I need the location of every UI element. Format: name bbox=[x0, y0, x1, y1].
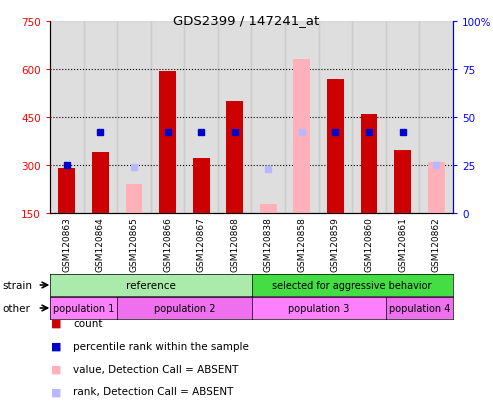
Text: count: count bbox=[73, 318, 103, 328]
Bar bbox=[117, 22, 151, 214]
Text: percentile rank within the sample: percentile rank within the sample bbox=[73, 341, 249, 351]
Bar bbox=[92, 152, 109, 214]
Bar bbox=[293, 60, 310, 214]
Bar bbox=[327, 79, 344, 214]
Bar bbox=[184, 22, 218, 214]
Text: other: other bbox=[2, 303, 31, 313]
Text: population 4: population 4 bbox=[388, 303, 450, 313]
Bar bbox=[218, 22, 251, 214]
Text: population 1: population 1 bbox=[53, 303, 114, 313]
Bar bbox=[251, 22, 285, 214]
Text: population 3: population 3 bbox=[288, 303, 350, 313]
Bar bbox=[84, 22, 117, 214]
Bar bbox=[193, 159, 210, 214]
Text: GDS2399 / 147241_at: GDS2399 / 147241_at bbox=[174, 14, 319, 27]
Text: rank, Detection Call = ABSENT: rank, Detection Call = ABSENT bbox=[73, 387, 233, 396]
Text: reference: reference bbox=[126, 280, 176, 290]
Text: selected for aggressive behavior: selected for aggressive behavior bbox=[273, 280, 432, 290]
Bar bbox=[126, 185, 142, 214]
Text: strain: strain bbox=[2, 280, 33, 290]
Text: ■: ■ bbox=[51, 364, 62, 374]
Bar bbox=[58, 168, 75, 214]
Bar bbox=[428, 162, 445, 214]
Bar bbox=[386, 22, 420, 214]
Bar bbox=[50, 22, 84, 214]
Bar bbox=[260, 204, 277, 214]
Bar bbox=[420, 22, 453, 214]
Bar bbox=[318, 22, 352, 214]
Bar bbox=[151, 22, 184, 214]
Bar bbox=[226, 102, 243, 214]
Bar bbox=[394, 151, 411, 214]
Bar bbox=[285, 22, 318, 214]
Bar bbox=[352, 22, 386, 214]
Text: ■: ■ bbox=[51, 318, 62, 328]
Text: value, Detection Call = ABSENT: value, Detection Call = ABSENT bbox=[73, 364, 238, 374]
Text: ■: ■ bbox=[51, 387, 62, 396]
Bar bbox=[159, 71, 176, 214]
Bar bbox=[361, 114, 378, 214]
Text: population 2: population 2 bbox=[154, 303, 215, 313]
Text: ■: ■ bbox=[51, 341, 62, 351]
